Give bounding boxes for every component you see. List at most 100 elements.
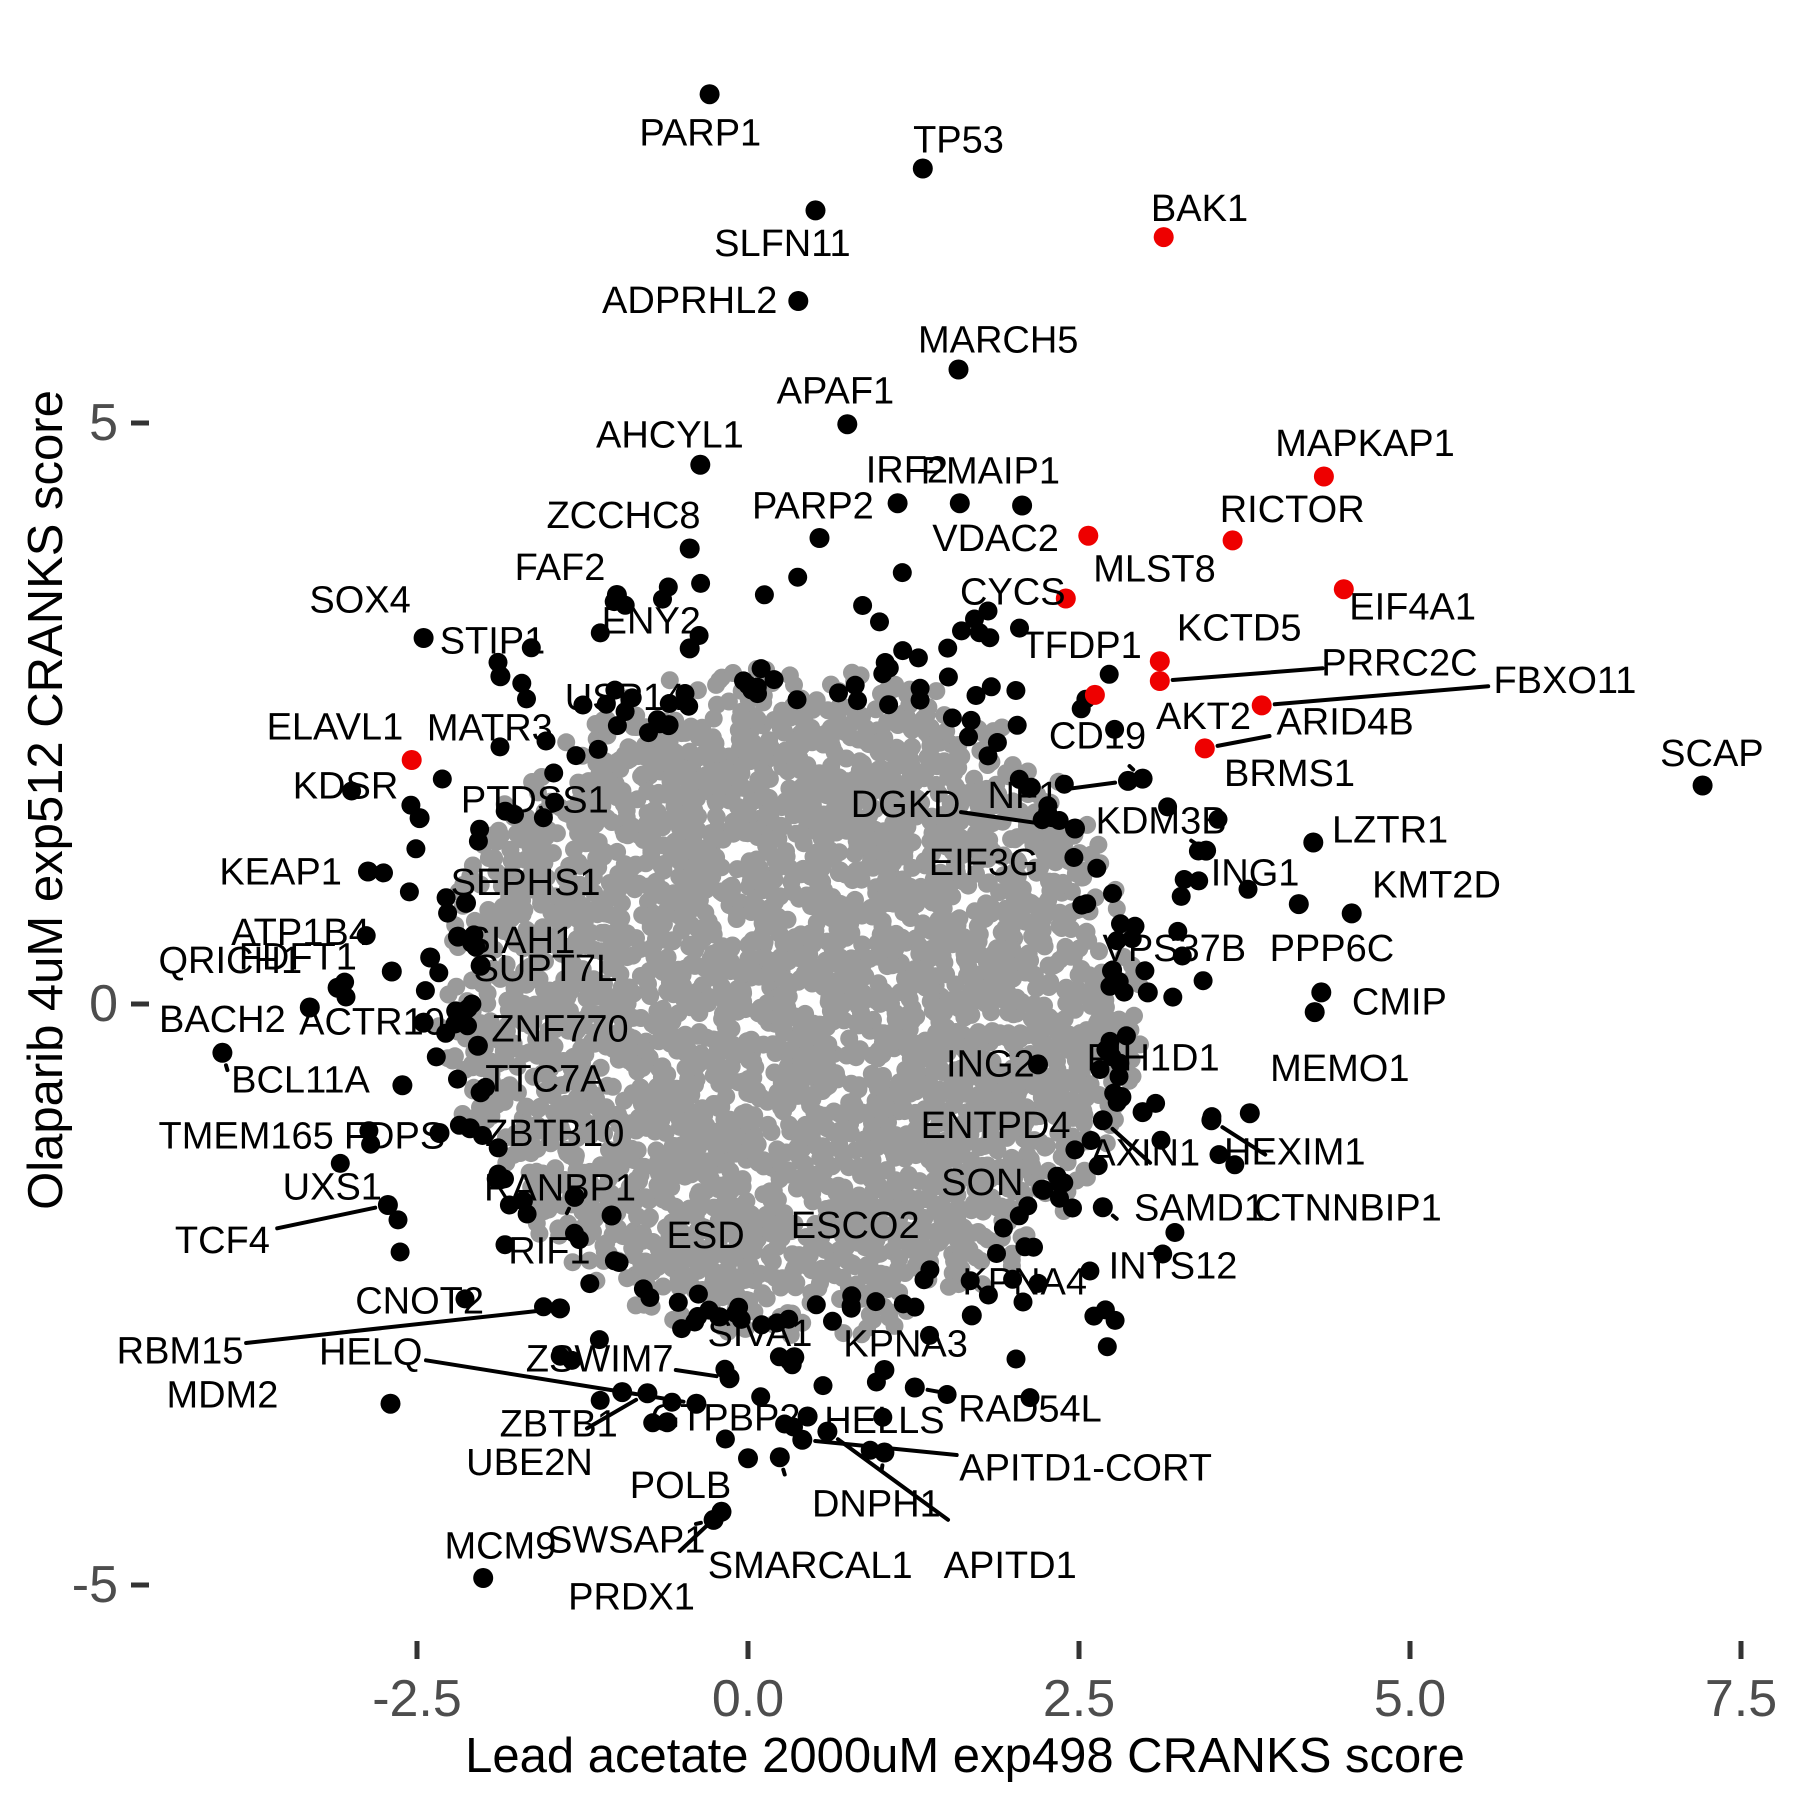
data-point (590, 623, 610, 643)
gene-label: KCTD5 (1177, 608, 1302, 650)
gene-label: SEPHS1 (451, 862, 601, 904)
x-tick-mark (414, 1641, 420, 1659)
data-point (788, 567, 808, 587)
data-point (406, 839, 426, 859)
labeled-data-point (413, 1012, 434, 1033)
data-point (1038, 796, 1058, 816)
gene-label: EIF4A1 (1349, 587, 1476, 629)
labeled-data-point (1303, 832, 1324, 853)
gene-label: RIF1 (508, 1230, 590, 1272)
data-point (748, 684, 767, 704)
data-point (961, 710, 981, 730)
labeled-data-point (1201, 1110, 1222, 1131)
highlighted-data-point (1222, 530, 1243, 551)
data-point (1006, 1349, 1026, 1369)
data-point (668, 1292, 688, 1312)
data-point (879, 695, 899, 715)
gene-label: APITD1 (944, 1545, 1077, 1587)
data-point (823, 1311, 842, 1331)
labeled-data-point (679, 538, 700, 559)
gene-label: ZBTB10 (485, 1113, 624, 1155)
labeled-data-point (1092, 1110, 1113, 1131)
data-point (1064, 848, 1084, 867)
labeled-data-point (601, 1205, 622, 1226)
data-point (848, 691, 867, 711)
gene-label: HEXIM1 (1224, 1132, 1365, 1174)
gene-label: PRRC2C (1321, 642, 1477, 684)
gene-label: SIVA1 (707, 1313, 812, 1355)
data-point (415, 981, 435, 1001)
data-point (679, 696, 699, 716)
data-point (959, 727, 978, 747)
gene-label: STIP1 (440, 620, 546, 662)
labeled-data-point (719, 1368, 740, 1389)
gene-label: AKT2 (1156, 696, 1251, 738)
data-point (1153, 1244, 1173, 1264)
data-point (1109, 1067, 1129, 1086)
data-point (892, 563, 912, 583)
data-point (499, 1195, 519, 1215)
gene-label: ENTPD4 (921, 1105, 1071, 1147)
labeled-data-point (904, 1377, 925, 1398)
data-point (495, 1235, 515, 1255)
gene-label: POLB (630, 1465, 731, 1507)
x-tick-label: 7.5 (1705, 1670, 1777, 1728)
labeled-data-point (948, 359, 969, 380)
gene-label: SAMD1 (1134, 1187, 1265, 1229)
label-leader-line (224, 1063, 230, 1073)
gene-label: TP53 (913, 120, 1004, 162)
data-point (873, 664, 893, 684)
gene-label: SON (941, 1162, 1023, 1204)
highlighted-data-point (1153, 227, 1174, 248)
label-leader-line (673, 1368, 719, 1379)
gene-label: FDFT1 (239, 936, 357, 978)
gene-label: BACH2 (159, 999, 286, 1041)
labeled-data-point (606, 585, 627, 605)
data-point (361, 1134, 381, 1154)
labeled-data-point (690, 454, 711, 475)
data-point (910, 678, 930, 698)
data-point (1088, 1156, 1108, 1176)
data-point (330, 1153, 350, 1173)
data-point (1189, 871, 1209, 891)
gene-label: FDPS (344, 1115, 445, 1157)
y-tick-mark (131, 1582, 149, 1588)
highlighted-data-point (1149, 671, 1170, 691)
gene-label: APITD1-CORT (959, 1448, 1212, 1490)
labeled-data-point (460, 1118, 480, 1139)
highlighted-data-point (1149, 651, 1170, 672)
gene-label: TTC7A (485, 1058, 606, 1100)
gene-label: BCL11A (231, 1060, 370, 1102)
label-leader-line (1110, 1213, 1119, 1221)
label-leader-line (244, 1307, 550, 1345)
labeled-data-point (874, 1360, 895, 1380)
labeled-data-point (637, 1383, 658, 1404)
data-point (488, 1138, 508, 1158)
data-point (1135, 961, 1155, 981)
gene-label: MDM2 (166, 1374, 278, 1416)
data-point (458, 1016, 477, 1036)
x-tick-label: 5.0 (1374, 1670, 1446, 1728)
data-point (566, 746, 586, 766)
label-leader-line (275, 1205, 378, 1231)
data-point (731, 1309, 751, 1329)
data-point (1171, 886, 1191, 906)
gene-label: RAD54L (958, 1388, 1102, 1430)
data-point (580, 1274, 600, 1294)
gene-label: LZTR1 (1332, 810, 1448, 852)
data-point (920, 1260, 940, 1280)
gene-label: SMARCAL1 (708, 1545, 913, 1587)
data-point (1047, 1166, 1067, 1186)
labeled-data-point (470, 955, 491, 976)
gene-label: KEAP1 (219, 852, 342, 894)
gene-label: SOX4 (309, 580, 410, 622)
gene-label: MAPKAP1 (1275, 423, 1455, 465)
gene-label: CTNNBIP1 (1254, 1187, 1442, 1229)
data-point (853, 596, 873, 615)
data-point (653, 589, 672, 609)
gene-label: FBXO11 (1493, 660, 1636, 702)
y-tick-label: 5 (89, 394, 118, 452)
labeled-data-point (381, 961, 402, 982)
gene-label: SWSAP1 (547, 1520, 705, 1562)
gene-labels: PARP1 TP53 BAK1 SLFN11 ADPRHL2 MARCH5 APAF1 AHC… (117, 113, 1764, 1619)
